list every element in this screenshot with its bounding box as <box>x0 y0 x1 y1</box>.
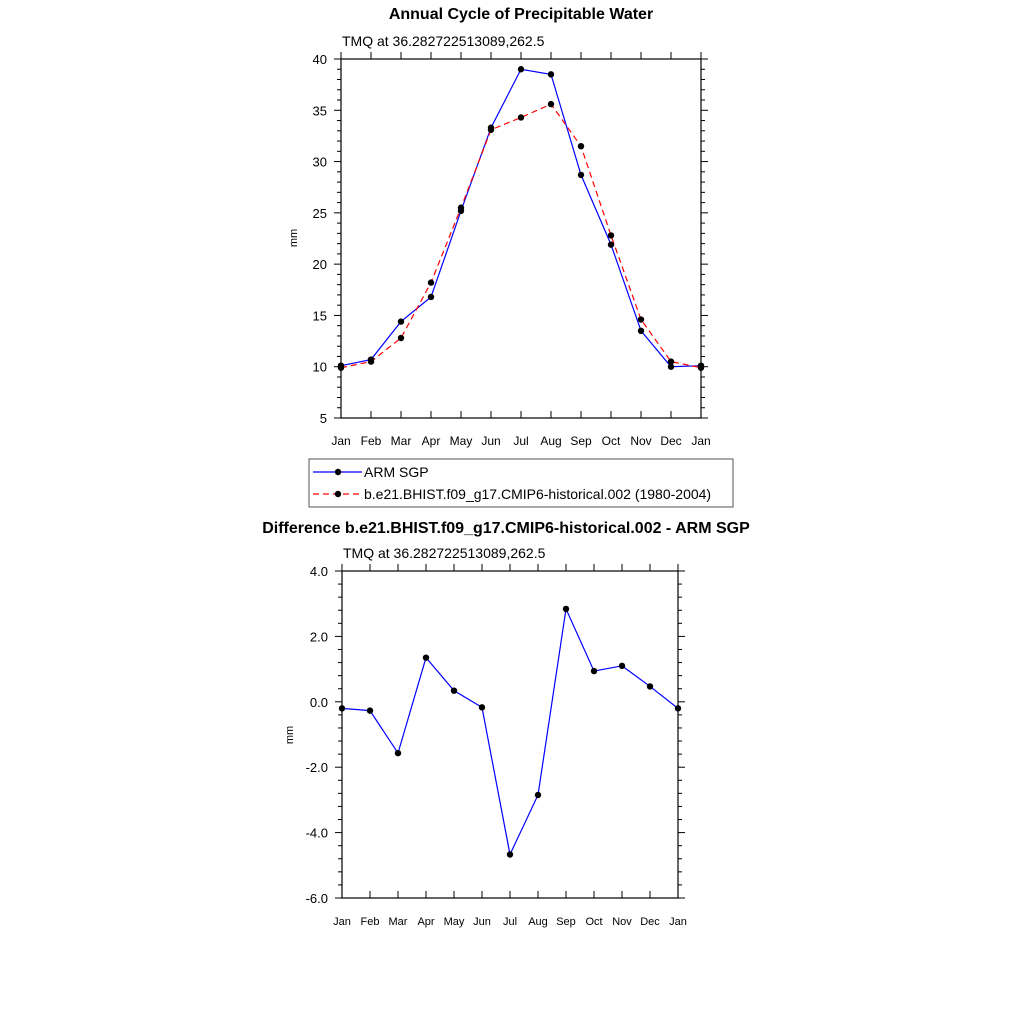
legend-marker-arm <box>334 468 342 476</box>
data-point-s0-10 <box>637 327 645 335</box>
x-tick-label: Oct <box>585 916 602 928</box>
data-point-s0-2 <box>394 749 402 757</box>
data-point-s1-1 <box>367 358 375 365</box>
data-point-s1-8 <box>577 142 585 150</box>
plot-frame <box>341 570 679 899</box>
series-line-0 <box>340 68 702 368</box>
x-tick-label: Oct <box>602 434 621 448</box>
plot-bottom: Jan Feb Mar Apr May Jun Jul Aug Sep Oct Nov Dec Jan-… <box>306 564 687 928</box>
x-tick-label: Feb <box>361 916 380 928</box>
y-tick-label: 20 <box>313 257 327 272</box>
x-tick-label: May <box>450 434 473 448</box>
y-tick-label: 0.0 <box>310 695 328 710</box>
data-point-s0-10 <box>618 662 626 670</box>
y-tick-label: -4.0 <box>306 826 328 841</box>
data-point-s1-7 <box>547 100 555 108</box>
y-tick-label: 40 <box>313 52 327 67</box>
y-tick-label: 35 <box>313 103 327 118</box>
data-point-s1-0 <box>337 364 345 371</box>
x-tick-label: Dec <box>640 916 660 928</box>
data-point-s1-5 <box>487 126 495 133</box>
ylabel-bottom: mm <box>284 726 296 744</box>
x-tick-label: Jan <box>669 916 687 928</box>
x-tick-label: Dec <box>660 434 681 448</box>
data-point-s0-7 <box>534 791 542 799</box>
y-tick-label: 4.0 <box>310 564 328 579</box>
x-tick-label: Apr <box>422 434 441 448</box>
chart-title-bottom: Difference b.e21.BHIST.f09_g17.CMIP6-his… <box>262 520 750 537</box>
x-tick-label: Sep <box>570 434 592 448</box>
data-point-s0-8 <box>577 171 585 179</box>
data-point-s1-10 <box>637 316 645 323</box>
data-point-s1-9 <box>607 232 615 239</box>
x-tick-label: Jan <box>691 434 710 448</box>
x-tick-label: Nov <box>630 434 651 448</box>
data-point-s0-0 <box>338 705 346 712</box>
data-point-s0-9 <box>607 241 615 248</box>
legend: ARM SGP b.e21.BHIST.f09_g17.CMIP6-histor… <box>308 458 734 508</box>
x-tick-label: May <box>444 916 465 928</box>
y-tick-label: 25 <box>313 206 327 221</box>
data-point-s0-11 <box>646 683 654 690</box>
series-line-1 <box>340 103 702 369</box>
ylabel-top: mm <box>288 229 300 247</box>
legend-label-model: b.e21.BHIST.f09_g17.CMIP6-historical.002… <box>364 486 711 502</box>
y-tick-label: 5 <box>320 411 327 426</box>
x-tick-label: Nov <box>612 916 632 928</box>
x-tick-label: Aug <box>540 434 561 448</box>
data-point-s0-6 <box>517 66 525 73</box>
chart-subtitle-bottom: TMQ at 36.282722513089,262.5 <box>343 545 546 561</box>
chart-subtitle-top: TMQ at 36.282722513089,262.5 <box>342 33 545 49</box>
x-tick-label: Mar <box>389 916 408 928</box>
y-tick-label: -2.0 <box>306 760 328 775</box>
x-tick-label: Aug <box>528 916 548 928</box>
y-tick-label: 30 <box>313 155 327 170</box>
y-tick-label: -6.0 <box>306 891 328 906</box>
y-tick-label: 2.0 <box>310 629 328 644</box>
x-tick-label: Feb <box>361 434 382 448</box>
x-tick-label: Jul <box>503 916 517 928</box>
legend-label-arm: ARM SGP <box>364 464 429 480</box>
x-tick-label: Jul <box>513 434 528 448</box>
data-point-s0-5 <box>478 704 486 711</box>
x-tick-label: Sep <box>556 916 576 928</box>
x-tick-label: Jan <box>333 916 351 928</box>
data-point-s1-2 <box>397 334 405 342</box>
x-tick-label: Jun <box>481 434 500 448</box>
data-point-s0-2 <box>397 318 405 325</box>
x-tick-label: Jun <box>473 916 491 928</box>
data-point-s1-3 <box>427 279 435 286</box>
data-point-s0-9 <box>590 667 598 675</box>
chart-title-top: Annual Cycle of Precipitable Water <box>389 6 653 23</box>
data-point-s0-12 <box>674 705 682 712</box>
x-tick-label: Apr <box>417 916 434 928</box>
x-tick-label: Mar <box>391 434 412 448</box>
data-point-s0-3 <box>427 293 435 301</box>
plot-top: Jan Feb Mar Apr May Jun Jul Aug Sep Oct Nov Dec Jan 5… <box>313 52 711 448</box>
legend-marker-model <box>334 490 342 498</box>
data-point-s0-11 <box>667 363 675 370</box>
y-tick-label: 15 <box>313 308 327 323</box>
data-point-s0-4 <box>450 687 458 694</box>
data-point-s0-6 <box>506 851 514 858</box>
data-point-s0-3 <box>422 654 430 661</box>
series-line-0 <box>341 606 679 857</box>
plot-frame <box>340 58 702 419</box>
data-point-s1-4 <box>457 204 465 211</box>
data-point-s0-1 <box>366 707 374 714</box>
y-tick-label: 10 <box>313 360 327 375</box>
x-tick-label: Jan <box>331 434 350 448</box>
data-point-s0-7 <box>547 71 555 78</box>
data-point-s1-6 <box>517 114 525 121</box>
data-point-s1-12 <box>697 364 705 371</box>
data-point-s1-11 <box>667 358 675 365</box>
data-point-s0-8 <box>562 605 570 613</box>
